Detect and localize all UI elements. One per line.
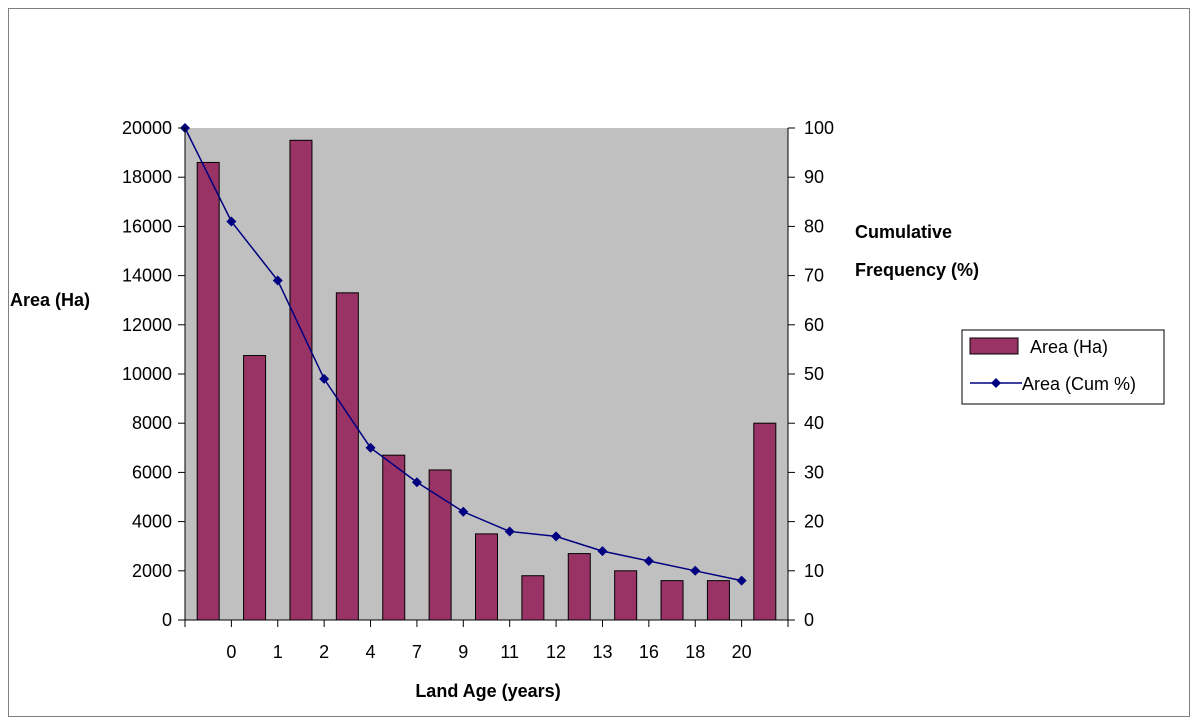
line-point-4 xyxy=(365,442,376,453)
bar-8 xyxy=(567,553,591,621)
right-axis-title-line-2: Frequency (%) xyxy=(855,260,979,280)
line-point-3 xyxy=(319,373,330,384)
x-axis-ticks: 0 1 2 4 7 9 11 12 13 16 18 20 xyxy=(184,620,789,662)
x-tick-label-3: 2 xyxy=(319,642,329,662)
x-tick-label-12: 20 xyxy=(732,642,752,662)
left-tick-label-10: 20000 xyxy=(122,118,172,138)
right-axis-title-line-1: Cumulative xyxy=(855,222,952,242)
left-axis-ticks: 0 2000 4000 6000 8000 10000 12000 14000 16000 180… xyxy=(122,118,185,630)
right-tick-label-9: 90 xyxy=(804,167,824,187)
right-tick-label-8: 80 xyxy=(804,216,824,236)
line-series xyxy=(180,123,747,586)
left-tick-label-5: 10000 xyxy=(122,364,172,384)
line-point-10 xyxy=(643,555,654,566)
x-tick-label-7: 11 xyxy=(500,642,519,662)
line-point-6 xyxy=(458,506,469,517)
bar-2 xyxy=(289,139,313,621)
x-tick-label-4: 4 xyxy=(366,642,376,662)
x-tick-label-5: 7 xyxy=(412,642,422,662)
left-axis-title: Area (Ha) xyxy=(10,290,90,310)
bar-7 xyxy=(521,575,545,621)
legend-bar-swatch xyxy=(969,337,1019,355)
right-tick-label-5: 50 xyxy=(804,364,824,384)
x-tick-label-10: 16 xyxy=(639,642,659,662)
left-tick-label-7: 14000 xyxy=(122,266,172,286)
x-tick-label-8: 12 xyxy=(546,642,566,662)
bar-1 xyxy=(243,355,267,621)
line-point-1 xyxy=(226,216,237,227)
left-tick-label-9: 18000 xyxy=(122,167,172,187)
line-point-8 xyxy=(551,531,562,542)
line-point-2 xyxy=(272,275,283,286)
left-tick-label-6: 12000 xyxy=(122,315,172,335)
line-point-12 xyxy=(736,575,747,586)
line-point-5 xyxy=(411,477,422,488)
left-tick-label-8: 16000 xyxy=(122,216,172,236)
right-tick-label-6: 60 xyxy=(804,315,824,335)
x-tick-label-1: 0 xyxy=(226,642,236,662)
right-tick-label-7: 70 xyxy=(804,266,824,286)
bar-0 xyxy=(196,161,220,621)
right-tick-label-4: 40 xyxy=(804,413,824,433)
right-axis-ticks: 0 10 20 30 40 50 60 70 80 90 100 xyxy=(788,118,834,630)
right-tick-label-10: 100 xyxy=(804,118,834,138)
x-axis-title: Land Age (years) xyxy=(415,681,560,701)
left-tick-label-3: 6000 xyxy=(132,462,172,482)
legend-diamond-marker xyxy=(991,378,1001,388)
bar-3 xyxy=(335,292,359,621)
x-tick-label-9: 13 xyxy=(592,642,612,662)
bar-10 xyxy=(660,580,684,621)
line-point-9 xyxy=(597,546,608,557)
left-tick-label-2: 4000 xyxy=(132,512,172,532)
left-tick-label-0: 0 xyxy=(162,610,172,630)
right-tick-label-0: 0 xyxy=(804,610,814,630)
left-tick-label-1: 2000 xyxy=(132,561,172,581)
x-tick-label-6: 9 xyxy=(458,642,468,662)
bar-4 xyxy=(382,454,406,621)
bar-6 xyxy=(475,533,498,621)
right-tick-label-1: 10 xyxy=(804,561,824,581)
legend-label-area-ha: Area (Ha) xyxy=(1030,337,1108,357)
right-tick-label-2: 20 xyxy=(804,512,824,532)
right-tick-label-3: 30 xyxy=(804,462,824,482)
x-tick-label-11: 18 xyxy=(685,642,705,662)
bar-9 xyxy=(614,570,638,621)
bar-11 xyxy=(706,580,730,621)
legend: Area (Ha) Area (Cum %) xyxy=(961,329,1165,405)
bar-series xyxy=(196,139,777,621)
legend-label-area-cum: Area (Cum %) xyxy=(1022,374,1136,394)
left-tick-label-4: 8000 xyxy=(132,413,172,433)
bar-12 xyxy=(753,422,777,621)
x-tick-label-2: 1 xyxy=(273,642,283,662)
line-point-11 xyxy=(690,565,701,576)
line-point-7 xyxy=(504,526,515,537)
